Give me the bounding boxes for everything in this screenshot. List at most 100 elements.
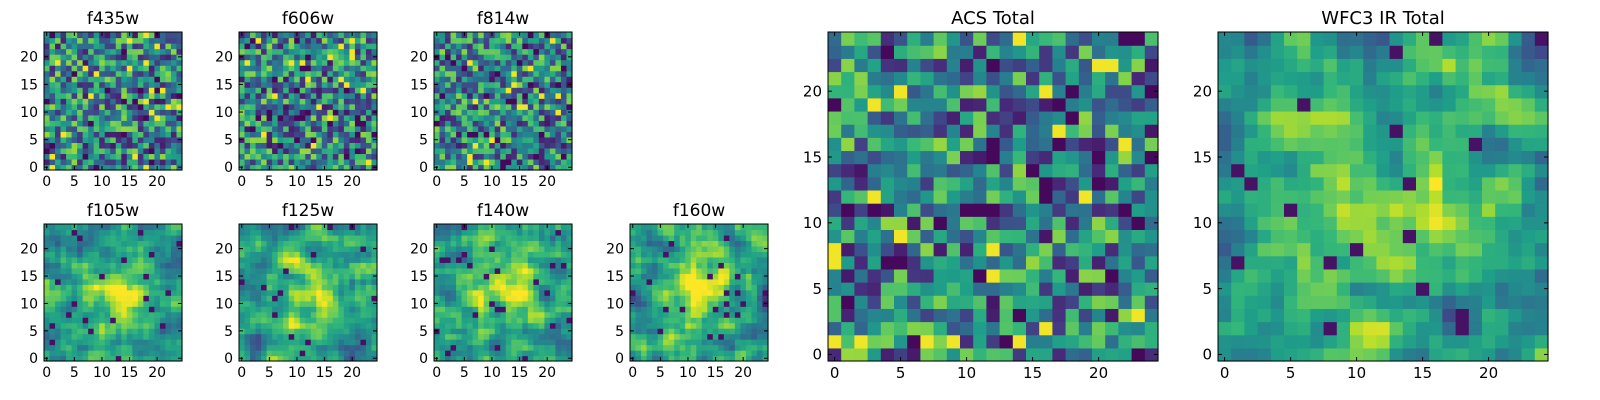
heatmap-cell xyxy=(305,355,312,362)
heatmap-cell xyxy=(176,306,183,313)
heatmap-cell xyxy=(299,158,306,166)
heatmap-cell xyxy=(668,224,675,231)
heatmap-cell xyxy=(365,125,373,132)
heatmap-cell xyxy=(137,76,144,83)
heatmap-cell xyxy=(99,284,106,291)
y-tick-label: 20 xyxy=(20,242,38,258)
heatmap-cell xyxy=(690,284,697,291)
heatmap-cell xyxy=(250,339,257,346)
heatmap-cell xyxy=(316,251,323,258)
heatmap-cell xyxy=(1092,282,1106,296)
heatmap-cell xyxy=(718,284,725,291)
heatmap-cell xyxy=(456,98,463,105)
heatmap-cell xyxy=(434,70,441,77)
heatmap-cell xyxy=(434,322,441,329)
heatmap-cell xyxy=(343,109,350,116)
heatmap-cell xyxy=(538,81,545,88)
heatmap-cell xyxy=(176,98,183,105)
heatmap-cell xyxy=(299,229,306,236)
heatmap-cell xyxy=(316,317,323,324)
heatmap-cell xyxy=(283,153,290,160)
heatmap-cell xyxy=(305,48,312,55)
heatmap-cell xyxy=(261,131,268,138)
heatmap-cell xyxy=(467,48,474,55)
heatmap-cell xyxy=(255,70,262,77)
heatmap-cell xyxy=(49,32,56,39)
heatmap-cell xyxy=(283,114,290,121)
heatmap-cell xyxy=(250,306,257,313)
heatmap-cell xyxy=(1078,203,1093,217)
heatmap-cell xyxy=(354,245,362,252)
heatmap-cell xyxy=(668,350,675,357)
heatmap-cell xyxy=(707,355,714,362)
heatmap-cell xyxy=(250,81,257,88)
heatmap-cell xyxy=(332,240,339,247)
heatmap-cell xyxy=(55,306,62,313)
heatmap-cell xyxy=(115,131,122,138)
heatmap-cell xyxy=(516,48,523,55)
heatmap-cell xyxy=(82,131,89,138)
heatmap-cell xyxy=(494,234,501,242)
heatmap-cell xyxy=(360,306,367,313)
heatmap-cell xyxy=(511,284,518,291)
heatmap-cell xyxy=(283,103,290,110)
heatmap-cell xyxy=(841,321,855,336)
heatmap-cell xyxy=(121,136,128,143)
heatmap-cell xyxy=(148,273,155,280)
heatmap-cell xyxy=(696,355,703,362)
heatmap-cell xyxy=(349,76,356,83)
heatmap-cell xyxy=(71,278,78,285)
heatmap-cell xyxy=(99,240,106,247)
heatmap-cell xyxy=(527,92,534,99)
heatmap-cell xyxy=(718,273,725,280)
heatmap-cell xyxy=(663,339,670,346)
heatmap-cell xyxy=(630,278,637,285)
heatmap-cell xyxy=(500,59,507,66)
heatmap-cell xyxy=(841,150,855,165)
heatmap-cell xyxy=(148,131,155,138)
heatmap-cell xyxy=(321,262,328,269)
heatmap-cell xyxy=(332,136,339,143)
heatmap-cell xyxy=(1039,255,1053,270)
heatmap-cell xyxy=(137,120,144,127)
heatmap-cell xyxy=(522,350,529,357)
heatmap-cell xyxy=(82,59,89,66)
heatmap-cell xyxy=(635,256,642,263)
heatmap-cell xyxy=(148,125,155,132)
heatmap-cell xyxy=(126,262,133,269)
y-tick-label: 15 xyxy=(410,269,428,285)
heatmap-cell xyxy=(360,284,367,291)
heatmap-cell xyxy=(707,344,714,351)
heatmap-cell xyxy=(126,109,133,116)
heatmap-cell xyxy=(170,131,178,138)
axes-frame xyxy=(433,31,573,171)
heatmap-cell xyxy=(266,37,273,44)
heatmap-cell xyxy=(467,322,474,329)
heatmap-cell xyxy=(461,262,468,269)
heatmap-cell xyxy=(685,339,692,346)
heatmap-cell xyxy=(549,131,557,138)
heatmap-cell xyxy=(445,43,452,50)
heatmap-cell xyxy=(261,344,268,351)
heatmap-cell xyxy=(126,54,133,61)
heatmap-cell xyxy=(478,103,485,110)
heatmap-cell xyxy=(555,142,562,149)
heatmap-cell xyxy=(99,125,106,132)
heatmap-cell xyxy=(170,109,178,116)
heatmap-cell xyxy=(635,224,642,231)
heatmap-cell xyxy=(685,289,692,296)
heatmap-cell xyxy=(137,251,144,258)
heatmap-cell xyxy=(77,120,84,127)
heatmap-cell xyxy=(93,289,100,296)
heatmap-cell xyxy=(663,333,670,340)
heatmap-cell xyxy=(505,125,512,132)
heatmap-cell xyxy=(77,59,84,66)
heatmap-cell xyxy=(310,136,317,143)
heatmap-cell xyxy=(154,131,161,138)
heatmap-cell xyxy=(110,109,117,116)
heatmap-cell xyxy=(349,278,356,285)
heatmap-cell xyxy=(99,289,106,296)
heatmap-cell xyxy=(478,256,485,263)
heatmap-cell xyxy=(283,295,290,302)
heatmap-cell xyxy=(1012,255,1027,270)
